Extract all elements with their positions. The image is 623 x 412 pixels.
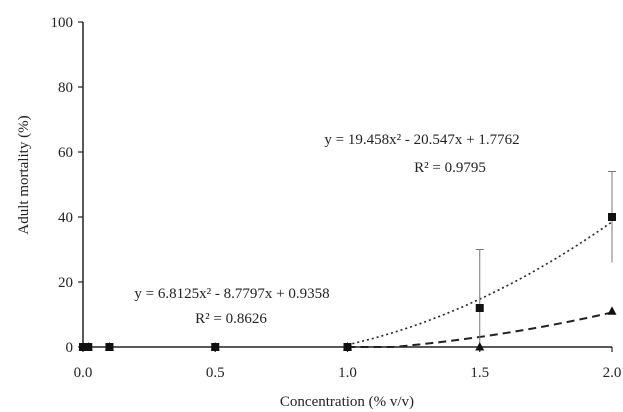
marker-series-1 bbox=[475, 304, 484, 312]
equation-series-2: y = 6.8125x² - 8.7797x + 0.9358 bbox=[134, 286, 329, 302]
y-tick-label: 60 bbox=[58, 145, 73, 161]
y-tick-label: 20 bbox=[58, 275, 73, 291]
x-axis-title: Concentration (% v/v) bbox=[280, 394, 414, 410]
markers bbox=[78, 213, 617, 351]
x-tick-label: 0.0 bbox=[74, 365, 93, 381]
marker-series-2 bbox=[210, 342, 220, 351]
marker-series-2 bbox=[607, 306, 617, 315]
error-bars bbox=[475, 171, 616, 347]
equation-series-1: y = 19.458x² - 20.547x + 1.7762 bbox=[324, 132, 519, 148]
x-tick-label: 2.0 bbox=[603, 365, 622, 381]
marker-series-1 bbox=[608, 213, 616, 221]
y-tick-label: 0 bbox=[66, 340, 74, 356]
y-tick-label: 100 bbox=[51, 15, 74, 31]
x-tick-label: 0.5 bbox=[206, 365, 225, 381]
marker-series-2 bbox=[104, 342, 114, 351]
marker-series-2 bbox=[475, 342, 485, 351]
x-tick-label: 1.5 bbox=[470, 365, 489, 381]
r2-series-1: R² = 0.9795 bbox=[414, 160, 486, 176]
axes: 0 20 40 60 80 100 0.0 0.5 1.0 1.5 2.0 bbox=[51, 15, 622, 381]
x-tick-label: 1.0 bbox=[338, 365, 357, 381]
y-tick-label: 40 bbox=[58, 210, 73, 226]
y-axis-title: Adult mortality (%) bbox=[16, 115, 32, 234]
r2-series-2: R² = 0.8626 bbox=[195, 311, 267, 327]
marker-series-2 bbox=[83, 342, 93, 351]
marker-series-2 bbox=[343, 342, 352, 351]
y-tick-label: 80 bbox=[58, 80, 73, 96]
